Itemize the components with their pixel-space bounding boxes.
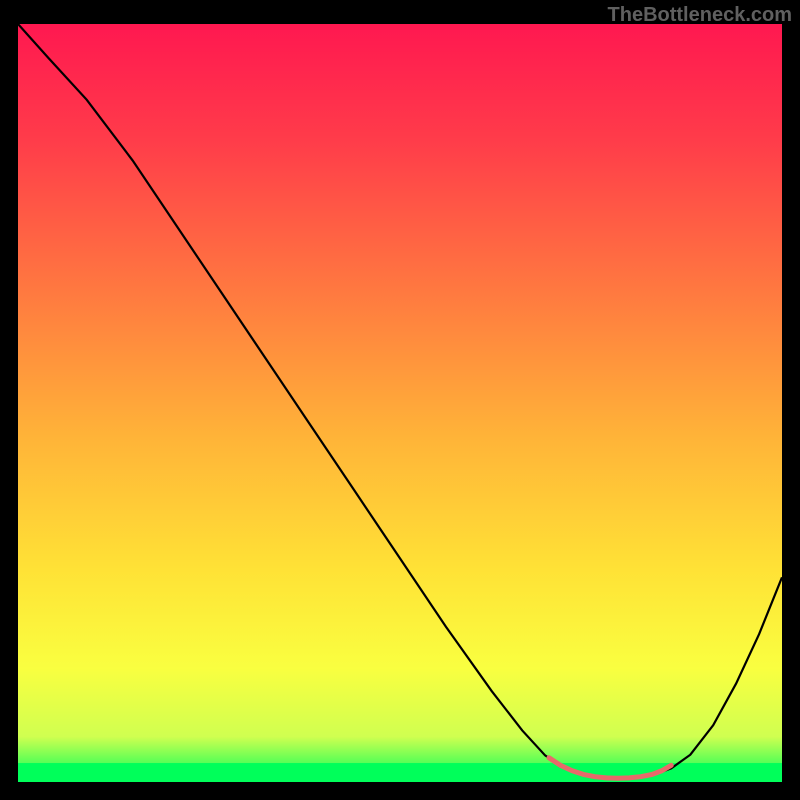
chart-container: TheBottleneck.com bbox=[0, 0, 800, 800]
chart-svg bbox=[18, 24, 782, 782]
watermark-text: TheBottleneck.com bbox=[608, 4, 792, 27]
chart-background bbox=[18, 24, 782, 782]
plot-area bbox=[18, 24, 782, 782]
